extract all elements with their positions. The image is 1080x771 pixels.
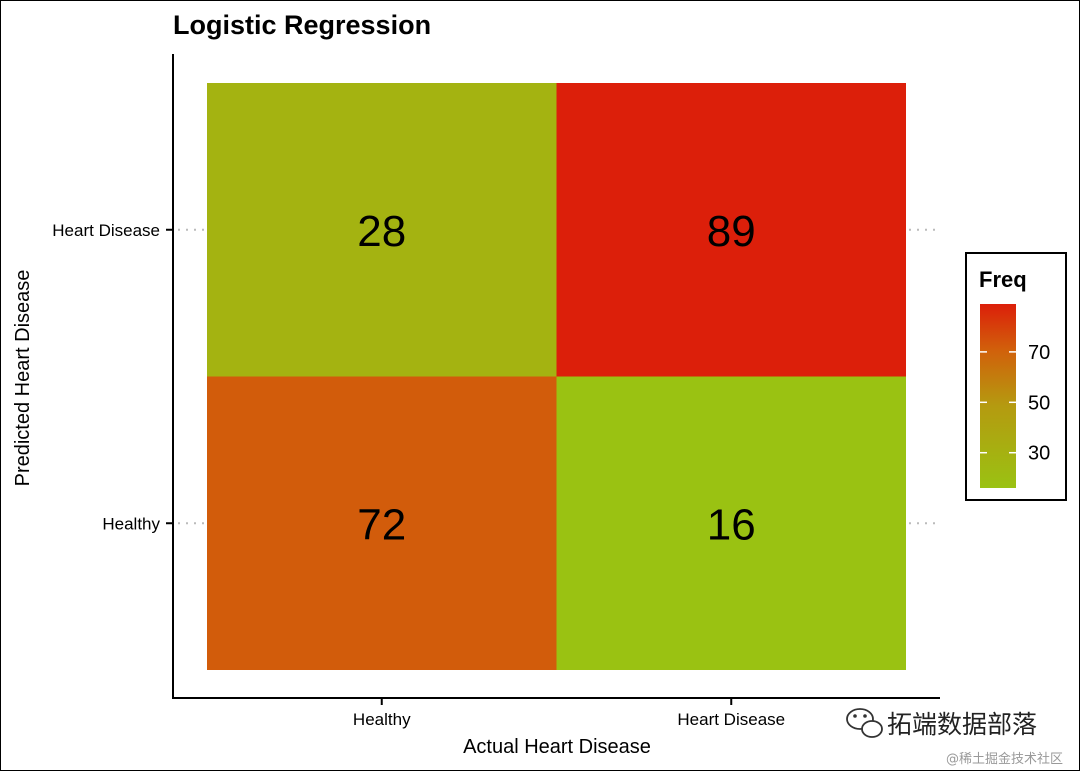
heatmap-cell xyxy=(556,83,906,377)
y-axis-title: Predicted Heart Disease xyxy=(12,270,34,487)
cell-value-label: 72 xyxy=(357,500,406,549)
x-tick-label: Healthy xyxy=(353,710,411,729)
cell-value-label: 89 xyxy=(707,207,756,256)
heatmap-cell xyxy=(556,376,906,670)
chart-title: Logistic Regression xyxy=(173,10,431,40)
x-axis-title: Actual Heart Disease xyxy=(463,736,651,758)
heatmap-cell xyxy=(207,83,557,377)
heatmap-cell-labels: 28 89 72 16 xyxy=(357,207,755,550)
legend-colorbar xyxy=(980,304,1016,488)
watermark-main: 拓端数据部落 xyxy=(887,710,1037,739)
wechat-icon xyxy=(846,708,883,738)
y-tick-label: Healthy xyxy=(102,514,160,533)
x-tick-label: Heart Disease xyxy=(677,710,785,729)
watermark: 拓端数据部落 @稀土掘金技术社区 xyxy=(846,708,1063,767)
heatmap-cells xyxy=(207,83,906,670)
heatmap-cell xyxy=(207,376,557,670)
watermark-sub: @稀土掘金技术社区 xyxy=(946,751,1063,767)
legend-tick-label: 50 xyxy=(1028,392,1050,414)
cell-value-label: 16 xyxy=(707,500,756,549)
legend-tick-label: 30 xyxy=(1028,443,1050,465)
x-axis-ticks: Healthy Heart Disease xyxy=(353,698,785,729)
cell-value-label: 28 xyxy=(357,207,406,256)
legend-ticks: 30 50 70 xyxy=(980,342,1050,465)
legend: Freq 30 50 70 xyxy=(965,252,1067,501)
legend-title: Freq xyxy=(979,267,1027,292)
legend-tick-label: 70 xyxy=(1028,342,1050,364)
y-axis-ticks: Healthy Heart Disease xyxy=(52,221,938,533)
y-tick-label: Heart Disease xyxy=(52,221,160,240)
